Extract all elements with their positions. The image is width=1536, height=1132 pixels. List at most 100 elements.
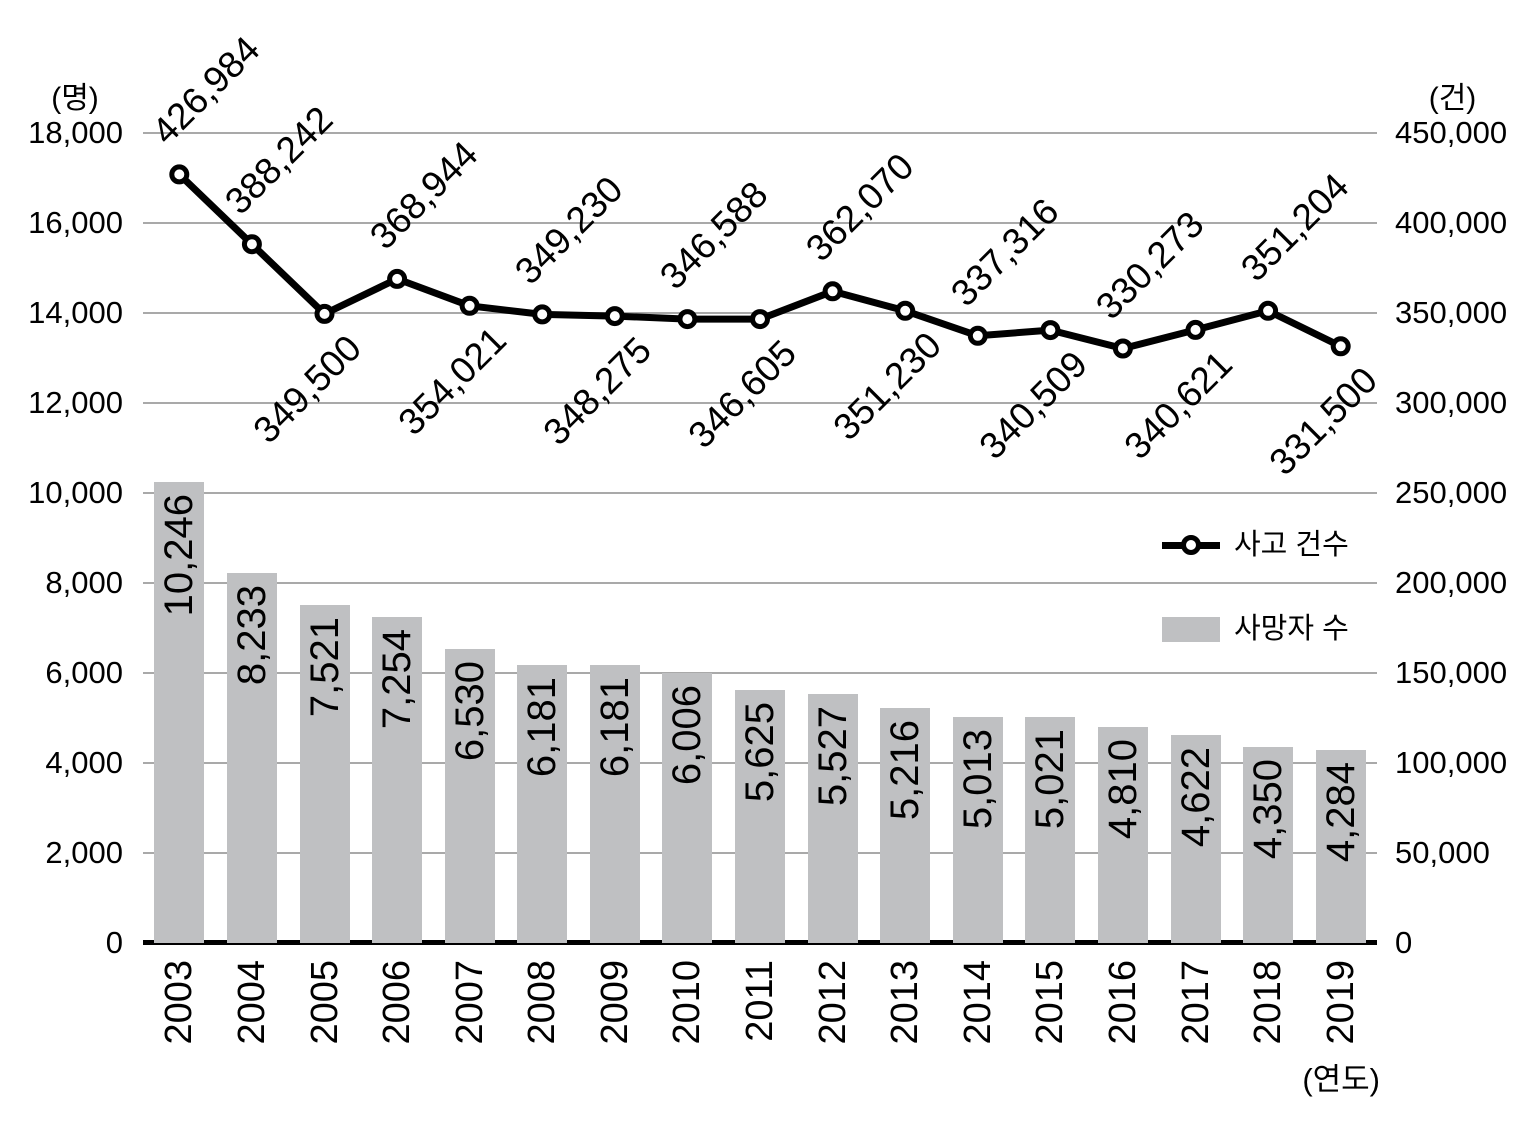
line-point-label: 354,021 (390, 319, 514, 443)
circle-marker-icon (1181, 535, 1201, 555)
left-axis-tick: 6,000 (45, 655, 123, 690)
line-point-label: 349,230 (507, 168, 631, 293)
legend-item-deaths: 사망자 수 (1162, 612, 1349, 646)
gridline (143, 582, 1377, 584)
right-axis-tick: 350,000 (1395, 295, 1508, 330)
line-point-label: 340,509 (971, 343, 1095, 467)
year-label: 2007 (448, 960, 491, 1045)
death-count-bar: 7,254 (372, 616, 423, 943)
x-axis-unit-label: (연도) (1302, 1062, 1380, 1097)
line-with-circle-marker-icon (1162, 535, 1220, 555)
line-point-marker (387, 268, 408, 289)
bar-value-label: 8,233 (229, 584, 274, 685)
bar-value-label: 6,530 (447, 661, 492, 762)
line-point-label: 388,242 (216, 98, 341, 223)
death-count-bar: 5,013 (952, 717, 1003, 943)
bar-value-label: 5,013 (955, 729, 1000, 830)
legend-item-accidents: 사고 건수 (1162, 528, 1349, 562)
line-point-label: 362,070 (797, 145, 922, 270)
death-count-bar: 10,246 (154, 481, 205, 943)
legend-label-deaths: 사망자 수 (1234, 613, 1349, 645)
legend-label-accidents: 사고 건수 (1234, 529, 1349, 561)
gridline (143, 672, 1377, 674)
line-point-label: 351,230 (825, 324, 950, 448)
line-point-marker (241, 234, 262, 255)
death-count-bar: 5,021 (1025, 717, 1076, 943)
line-point-marker (1330, 336, 1351, 357)
year-label: 2010 (666, 960, 709, 1045)
bar-value-label: 5,021 (1028, 729, 1073, 830)
death-count-bar: 6,530 (444, 649, 495, 943)
right-axis-tick: 250,000 (1395, 475, 1508, 510)
left-axis-unit-label: (명) (51, 82, 99, 115)
bar-value-label: 6,181 (520, 676, 565, 777)
year-label: 2008 (521, 960, 564, 1045)
line-point-label: 331,500 (1261, 359, 1385, 484)
bar-swatch-icon (1162, 616, 1220, 642)
line-point-label: 346,605 (680, 332, 805, 456)
line-point-marker (967, 325, 988, 346)
death-count-bar: 5,527 (807, 694, 858, 943)
line-point-marker (1112, 338, 1133, 359)
line-point-label: 337,316 (942, 190, 1067, 314)
death-count-bar: 5,216 (880, 708, 931, 943)
bar-value-label: 4,284 (1318, 762, 1363, 863)
gridline (143, 492, 1377, 494)
bar-value-label: 10,246 (157, 493, 202, 617)
year-label: 2018 (1247, 960, 1290, 1045)
left-axis-tick: 12,000 (28, 385, 123, 420)
line-point-marker (895, 300, 916, 321)
year-label: 2009 (593, 960, 636, 1045)
bar-value-label: 5,216 (883, 720, 928, 821)
right-axis-tick: 200,000 (1395, 565, 1508, 600)
left-axis-tick: 0 (105, 925, 123, 960)
left-axis-tick: 10,000 (28, 475, 123, 510)
right-axis-tick: 0 (1395, 925, 1413, 960)
right-axis-unit-label: (건) (1428, 82, 1477, 115)
right-axis-tick: 100,000 (1395, 745, 1508, 780)
year-label: 2005 (303, 960, 346, 1045)
gridline (143, 312, 1377, 314)
death-count-bar: 6,181 (589, 664, 640, 943)
death-count-bar: 4,284 (1315, 750, 1366, 943)
death-count-bar: 5,625 (735, 689, 785, 943)
year-label: 2006 (376, 960, 419, 1045)
bar-value-label: 4,350 (1246, 759, 1291, 860)
line-point-marker (604, 306, 625, 327)
bar-value-label: 7,521 (302, 616, 347, 717)
left-axis-tick: 14,000 (28, 295, 123, 330)
death-count-bar: 4,810 (1097, 726, 1148, 943)
year-label: 2017 (1174, 960, 1217, 1045)
bar-value-label: 4,810 (1100, 738, 1145, 839)
death-count-bar: 7,521 (299, 604, 350, 943)
year-label: 2013 (884, 960, 927, 1045)
death-count-bar: 6,181 (517, 664, 568, 943)
bar-value-label: 5,625 (738, 701, 782, 802)
line-point-marker (532, 304, 553, 325)
bar-value-label: 5,527 (810, 706, 855, 807)
year-label: 2011 (739, 960, 781, 1042)
line-point-label: 368,944 (362, 133, 486, 257)
bar-value-label: 4,622 (1173, 747, 1218, 848)
bar-value-label: 6,006 (665, 684, 710, 785)
line-point-marker (822, 281, 843, 302)
bar-value-label: 6,181 (592, 676, 637, 777)
left-axis-tick: 4,000 (45, 745, 123, 780)
year-label: 2016 (1101, 960, 1144, 1045)
left-axis-tick: 2,000 (45, 835, 123, 870)
right-axis-tick: 400,000 (1395, 205, 1508, 240)
line-point-label: 351,204 (1233, 165, 1357, 289)
left-axis-tick: 8,000 (45, 565, 123, 600)
line-point-marker (1040, 320, 1061, 341)
death-count-bar: 6,006 (662, 672, 713, 943)
death-count-bar: 4,350 (1243, 747, 1294, 944)
year-label: 2019 (1319, 960, 1362, 1045)
left-axis-tick: 18,000 (28, 115, 123, 150)
gridline (143, 132, 1377, 134)
line-point-label: 349,500 (245, 327, 369, 451)
right-axis-tick: 300,000 (1395, 385, 1508, 420)
year-label: 2014 (956, 960, 999, 1045)
right-axis-tick: 50,000 (1395, 835, 1490, 870)
line-point-marker (1258, 300, 1279, 321)
